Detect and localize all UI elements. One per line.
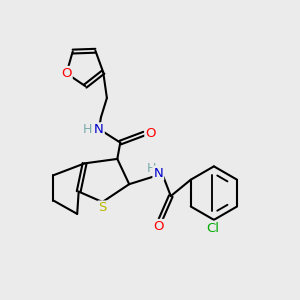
Text: S: S bbox=[98, 202, 106, 214]
Text: N: N bbox=[94, 123, 104, 136]
Text: O: O bbox=[154, 220, 164, 233]
Text: N: N bbox=[153, 167, 163, 180]
Text: Cl: Cl bbox=[206, 222, 219, 235]
Text: H: H bbox=[147, 162, 156, 175]
Text: H: H bbox=[82, 123, 92, 136]
Text: O: O bbox=[145, 127, 156, 140]
Text: O: O bbox=[61, 67, 72, 80]
